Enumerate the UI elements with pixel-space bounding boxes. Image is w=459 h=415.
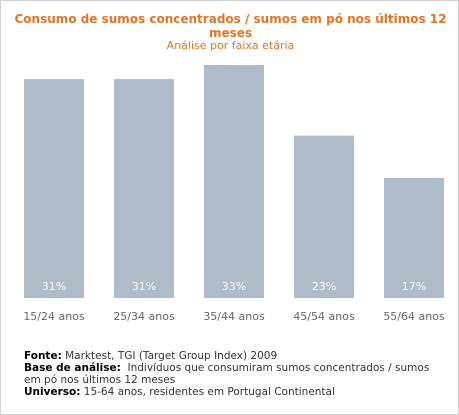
bar-value-label-5: 17% xyxy=(402,280,426,293)
source-row: Fonte: Marktest, TGI (Target Group Index… xyxy=(24,350,449,362)
bar-value-label-3: 33% xyxy=(222,280,246,293)
category-label-3: 35/44 anos xyxy=(203,310,265,323)
bar-value-label-1: 31% xyxy=(42,280,66,293)
universe-row: Universo: 15-64 anos, residentes em Port… xyxy=(24,386,449,398)
category-label-1: 15/24 anos xyxy=(23,310,85,323)
analysis-base-row: Base de análise: Indivíduos que consumir… xyxy=(24,362,449,386)
bar-5 xyxy=(384,177,444,298)
bar-2 xyxy=(114,79,174,298)
chart-title: Consumo de sumos concentrados / sumos em… xyxy=(14,12,447,40)
analysis-base-label: Base de análise: xyxy=(24,362,121,374)
bar-value-label-4: 23% xyxy=(312,280,336,293)
bar-3 xyxy=(204,65,264,298)
source-text: Marktest, TGI (Target Group Index) 2009 xyxy=(65,350,278,362)
analysis-base-text: Indivíduos que consumiram sumos concentr… xyxy=(24,362,430,386)
source-label: Fonte: xyxy=(24,350,62,362)
universe-label: Universo: xyxy=(24,386,81,398)
bar-1 xyxy=(24,79,84,298)
bar-4 xyxy=(294,135,354,298)
chart-subtitle: Análise por faixa etária xyxy=(166,39,295,52)
universe-text: 15-64 anos, residentes em Portugal Conti… xyxy=(83,386,335,398)
bar-value-label-2: 31% xyxy=(132,280,156,293)
category-label-2: 25/34 anos xyxy=(113,310,175,323)
category-label-5: 55/64 anos xyxy=(383,310,445,323)
category-label-4: 45/54 anos xyxy=(293,310,355,323)
bar-chart: 31% 15/24 anos 31% 25/34 anos 33% 35/44 anos 2… xyxy=(23,65,445,323)
chart-footer: Fonte: Marktest, TGI (Target Group Index… xyxy=(24,350,449,398)
